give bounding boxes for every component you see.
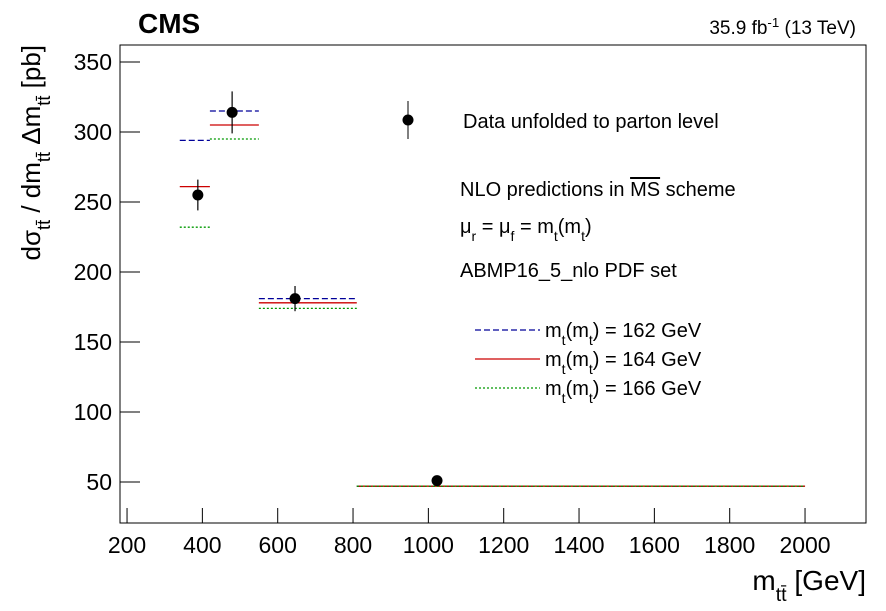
text-part: scheme bbox=[660, 179, 736, 201]
text-part: tt̄ bbox=[34, 220, 54, 230]
text-part: MS bbox=[630, 179, 660, 201]
legend-label: mt(mt) = 166 GeV bbox=[545, 378, 702, 406]
text-part: (13 TeV) bbox=[779, 18, 856, 39]
text-part: ) = 164 GeV bbox=[593, 349, 702, 371]
x-tick-label: 1600 bbox=[629, 532, 680, 558]
y-axis-label: dσtt̄ / dmtt̄ Δmtt̄ [pb] bbox=[16, 45, 54, 260]
text-part: ABMP16_5_nlo PDF set bbox=[460, 260, 677, 282]
text-part: [GeV] bbox=[787, 565, 866, 596]
x-tick-label: 1200 bbox=[478, 532, 529, 558]
legend-label: mt(mt) = 162 GeV bbox=[545, 320, 702, 348]
text-part: -1 bbox=[767, 15, 779, 30]
text-part: (m bbox=[566, 349, 589, 371]
text-part: t bbox=[562, 361, 566, 377]
text-part: [pb] bbox=[16, 45, 46, 96]
text-part: tt̄ bbox=[776, 584, 787, 606]
text-part: m bbox=[545, 320, 562, 342]
text-part: t bbox=[589, 390, 593, 406]
y-tick-label: 50 bbox=[86, 469, 112, 495]
text-part: 35.9 fb bbox=[709, 18, 767, 39]
data-point bbox=[289, 293, 301, 305]
text-part: NLO predictions in bbox=[460, 179, 630, 201]
text-part: m bbox=[752, 565, 775, 596]
y-tick-label: 250 bbox=[74, 189, 112, 215]
text-part: μ bbox=[460, 216, 472, 238]
data-point bbox=[431, 475, 443, 487]
legend-label: Data unfolded to parton level bbox=[463, 111, 719, 133]
annotation: NLO predictions in MS scheme bbox=[460, 179, 736, 201]
lumi-label: 35.9 fb-1 (13 TeV) bbox=[709, 15, 856, 40]
text-part: = m bbox=[514, 216, 553, 238]
chart-title: CMS bbox=[138, 8, 200, 39]
annotation: μr = μf = mt(mt) bbox=[460, 216, 592, 244]
x-tick-label: 2000 bbox=[779, 532, 830, 558]
text-part: ) = 166 GeV bbox=[593, 378, 702, 400]
text-part: (m bbox=[566, 378, 589, 400]
text-part: / dm bbox=[16, 162, 46, 220]
y-tick-label: 150 bbox=[74, 329, 112, 355]
text-part: m bbox=[545, 349, 562, 371]
text-part: t bbox=[581, 228, 585, 244]
data-point bbox=[192, 189, 204, 201]
y-tick-label: 200 bbox=[74, 259, 112, 285]
text-part: tt̄ bbox=[34, 95, 54, 105]
frame bbox=[119, 44, 867, 524]
legend-label: mt(mt) = 164 GeV bbox=[545, 349, 702, 377]
annotation: ABMP16_5_nlo PDF set bbox=[460, 260, 677, 282]
x-tick-label: 1800 bbox=[704, 532, 755, 558]
text-part: t bbox=[562, 390, 566, 406]
text-part: t bbox=[589, 361, 593, 377]
text-part: t bbox=[562, 332, 566, 348]
x-tick-label: 1000 bbox=[403, 532, 454, 558]
text-part: tt̄ bbox=[34, 152, 54, 162]
x-tick-label: 400 bbox=[183, 532, 221, 558]
x-tick-label: 600 bbox=[259, 532, 297, 558]
text-part: dσ bbox=[16, 230, 46, 261]
text-part: ) bbox=[585, 216, 592, 238]
y-tick-label: 350 bbox=[74, 49, 112, 75]
text-part: m bbox=[545, 378, 562, 400]
y-tick-label: 100 bbox=[74, 399, 112, 425]
text-part: ) = 162 GeV bbox=[593, 320, 702, 342]
y-tick-label: 300 bbox=[74, 119, 112, 145]
data-point bbox=[226, 106, 238, 118]
text-part: (m bbox=[558, 216, 581, 238]
x-tick-label: 1400 bbox=[553, 532, 604, 558]
text-part: Δm bbox=[16, 106, 46, 152]
x-tick-label: 200 bbox=[108, 532, 146, 558]
text-part: (m bbox=[566, 320, 589, 342]
x-axis-label: mtt̄ [GeV] bbox=[752, 565, 866, 606]
text-part: t bbox=[589, 332, 593, 348]
text-part: t bbox=[554, 228, 558, 244]
text-part: f bbox=[511, 228, 515, 244]
text-part: = μ bbox=[476, 216, 510, 238]
x-tick-label: 800 bbox=[334, 532, 372, 558]
text-part: r bbox=[472, 228, 477, 244]
